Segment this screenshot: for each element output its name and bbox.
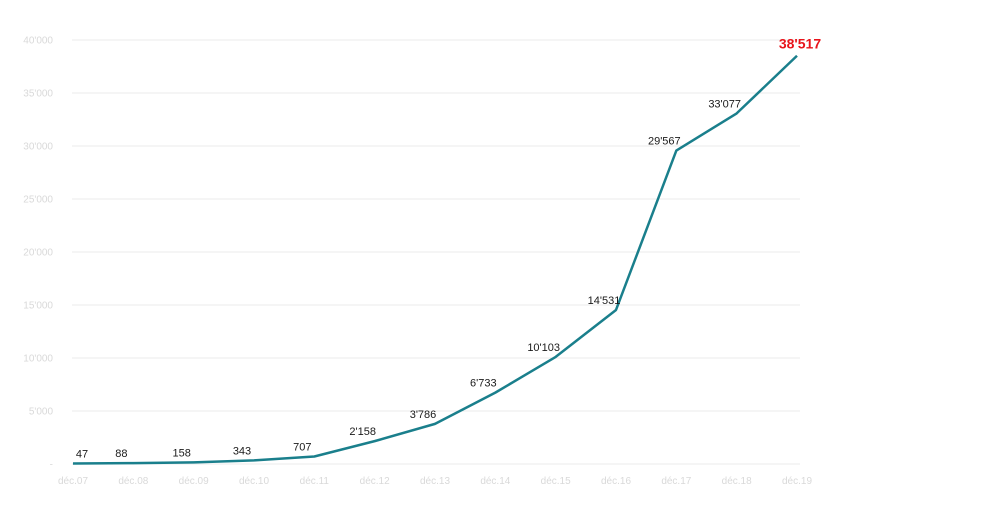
data-label: 10'103 xyxy=(527,342,560,354)
y-tick-label: 30'000 xyxy=(23,142,53,153)
x-tick-label: déc.14 xyxy=(480,476,510,487)
data-label: 343 xyxy=(233,445,251,457)
y-tick-label: 40'000 xyxy=(23,36,53,47)
series-line xyxy=(72,54,798,465)
x-tick-label: déc.08 xyxy=(118,476,148,487)
x-tick-label: déc.16 xyxy=(601,476,631,487)
x-tick-label: déc.17 xyxy=(661,476,691,487)
y-tick-label: 5'000 xyxy=(29,407,54,418)
data-label: 88 xyxy=(115,448,127,460)
data-label: 707 xyxy=(293,442,311,454)
y-tick-label: 25'000 xyxy=(23,195,53,206)
x-tick-label: déc.18 xyxy=(722,476,752,487)
y-tick-label: 15'000 xyxy=(23,301,53,312)
x-axis: déc.07 déc.08 déc.09 déc.10 déc.11 déc.12 déc.… xyxy=(58,476,812,487)
data-label: 33'077 xyxy=(708,98,741,110)
data-label: 14'531 xyxy=(588,295,621,307)
data-label: 2'158 xyxy=(349,426,376,438)
x-tick-label: déc.12 xyxy=(360,476,390,487)
x-tick-label: déc.15 xyxy=(541,476,571,487)
x-tick-label: déc.09 xyxy=(179,476,209,487)
data-label: 47 xyxy=(76,449,88,461)
y-tick-label: 35'000 xyxy=(23,89,53,100)
x-tick-label: déc.10 xyxy=(239,476,269,487)
data-labels: 47 88 158 343 707 2'158 3'786 6'733 10'103 14'531… xyxy=(76,36,821,461)
gridlines xyxy=(72,39,800,465)
data-label: 29'567 xyxy=(648,136,681,148)
y-tick-label: 20'000 xyxy=(23,248,53,259)
x-tick-label: déc.07 xyxy=(58,476,88,487)
y-axis: - 5'000 10'000 15'000 20'000 25'000 30'000 35'0… xyxy=(23,36,53,471)
highlight-data-label: 38'517 xyxy=(779,36,821,52)
x-tick-label: déc.13 xyxy=(420,476,450,487)
data-label: 3'786 xyxy=(410,409,437,421)
y-tick-label: - xyxy=(50,460,53,471)
data-label: 6'733 xyxy=(470,378,497,390)
x-tick-label: déc.11 xyxy=(300,476,330,487)
x-tick-label: déc.19 xyxy=(782,476,812,487)
y-tick-label: 10'000 xyxy=(23,354,53,365)
data-label: 158 xyxy=(172,447,190,459)
